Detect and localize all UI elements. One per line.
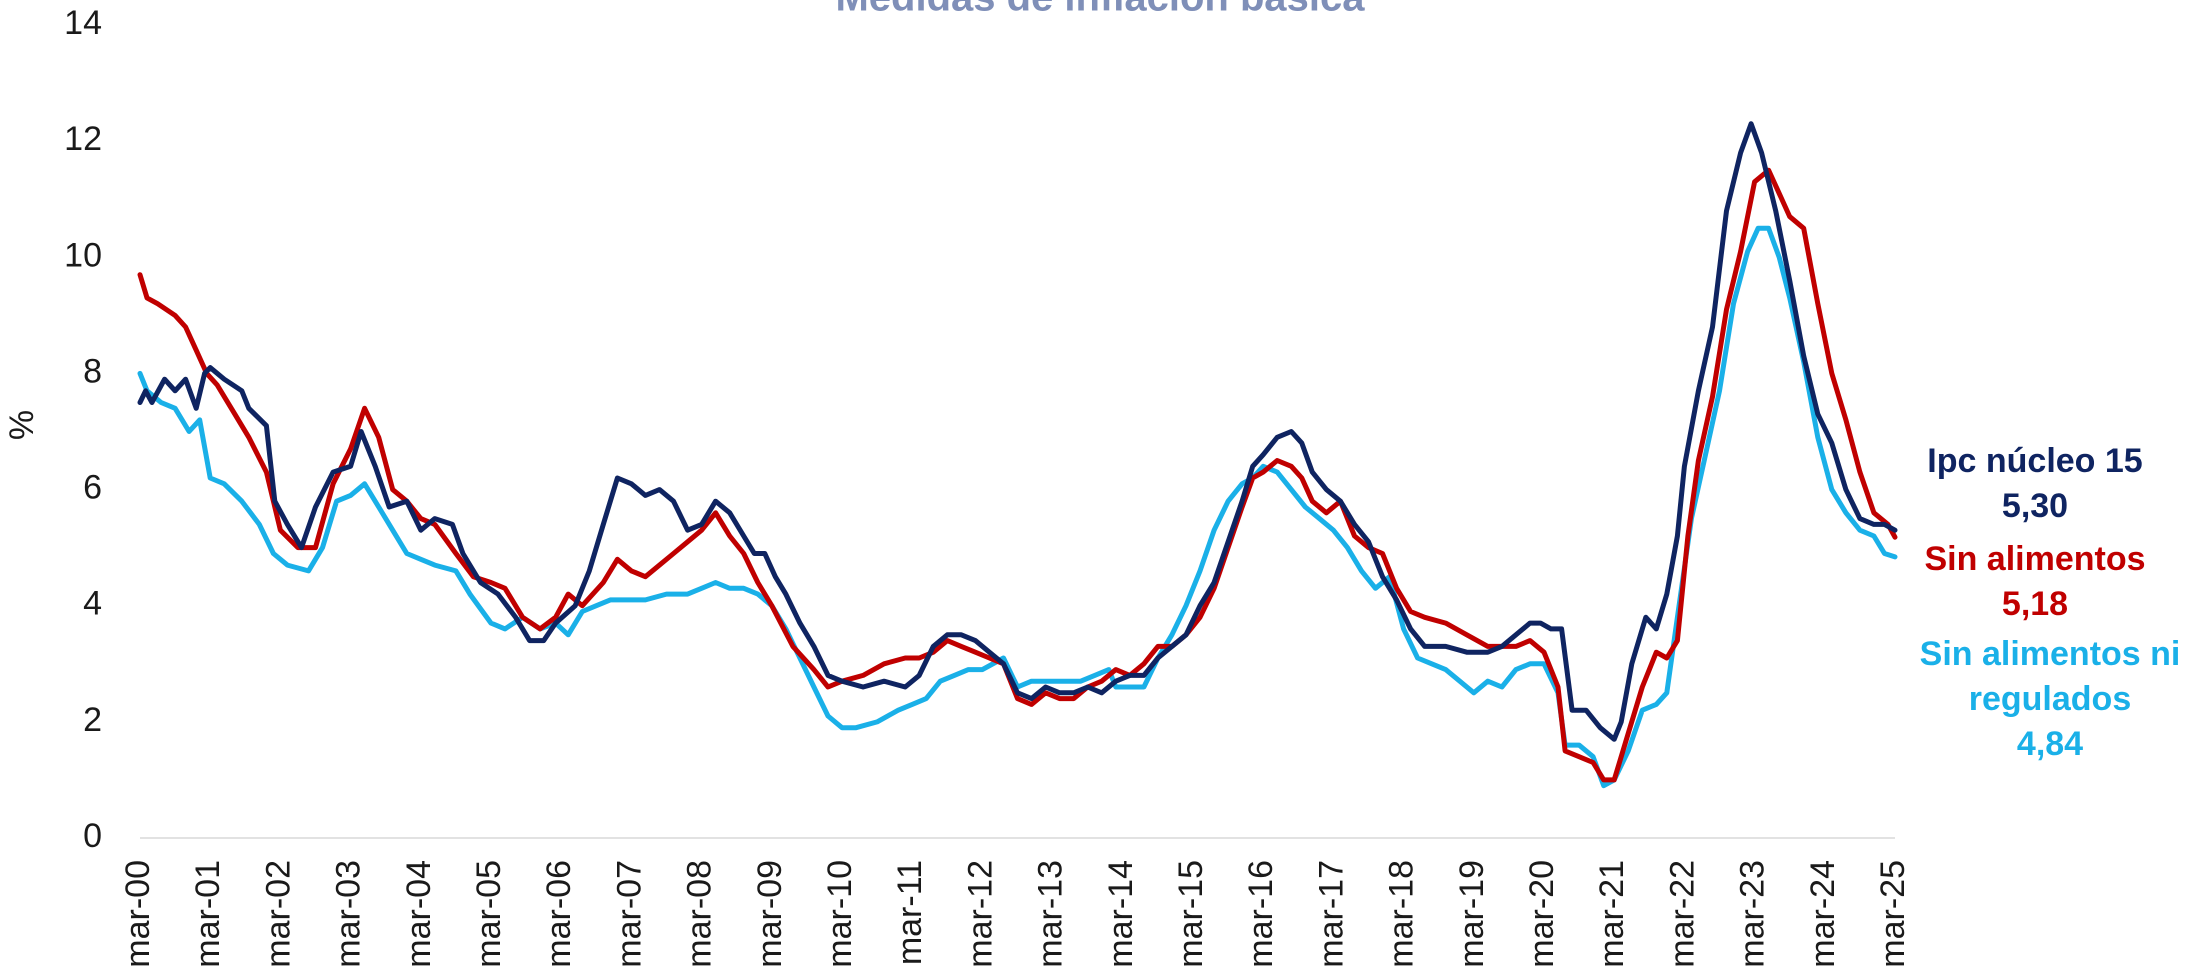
x-tick-label: mar-14 [1102, 860, 1140, 968]
series-line-2 [137, 225, 1898, 789]
x-tick-label: mar-01 [189, 860, 227, 968]
y-tick-label: 0 [83, 817, 102, 855]
x-tick-label: mar-08 [681, 860, 719, 968]
x-tick-label: mar-18 [1383, 860, 1421, 968]
end-label-series-0: Ipc núcleo 15 [1927, 442, 2142, 480]
x-tick-label: mar-23 [1734, 860, 1772, 968]
y-axis-ticks: 0 2 4 6 8 10 12 14 [64, 4, 102, 855]
y-tick-label: 2 [83, 701, 102, 739]
end-label-series-1: 5,18 [2002, 585, 2068, 623]
x-tick-label: mar-19 [1453, 860, 1491, 968]
x-tick-label: mar-06 [540, 860, 578, 968]
end-labels: Ipc núcleo 15 5,30 Sin alimentos 5,18 Sin al… [1920, 442, 2181, 763]
x-tick-label: mar-07 [610, 860, 648, 968]
end-label-series-2: regulados [1969, 680, 2131, 718]
x-tick-label: mar-21 [1593, 860, 1631, 968]
x-tick-label: mar-22 [1663, 860, 1701, 968]
x-axis-ticks: mar-00 mar-01 mar-02 mar-03 mar-04 mar-05 mar-… [119, 860, 1912, 968]
y-axis-label: % [3, 410, 41, 440]
y-tick-label: 14 [64, 4, 102, 42]
x-tick-label: mar-16 [1242, 860, 1280, 968]
x-tick-label: mar-20 [1523, 860, 1561, 968]
end-label-series-1: Sin alimentos [1924, 540, 2145, 578]
x-tick-label: mar-25 [1874, 860, 1912, 968]
y-tick-label: 12 [64, 120, 102, 158]
x-tick-label: mar-00 [119, 860, 157, 968]
chart-title: Medidas de inflación básica [835, 0, 1365, 20]
x-tick-label: mar-10 [821, 860, 859, 968]
x-tick-label: mar-02 [259, 860, 297, 968]
x-tick-label: mar-24 [1804, 860, 1842, 968]
y-tick-label: 6 [83, 469, 102, 507]
x-tick-label: mar-05 [470, 860, 508, 968]
end-label-series-2: Sin alimentos ni [1920, 635, 2181, 673]
x-tick-label: mar-12 [961, 860, 999, 968]
series-line-0 [137, 121, 1898, 742]
x-tick-label: mar-04 [400, 860, 438, 968]
y-tick-label: 8 [83, 352, 102, 390]
y-tick-label: 10 [64, 236, 102, 274]
x-tick-label: mar-17 [1312, 860, 1350, 968]
x-tick-label: mar-09 [751, 860, 789, 968]
x-tick-label: mar-03 [330, 860, 368, 968]
y-tick-label: 4 [83, 585, 102, 623]
end-label-series-2: 4,84 [2017, 725, 2083, 763]
series-lines [137, 121, 1898, 789]
end-label-series-0: 5,30 [2002, 487, 2068, 525]
x-tick-label: mar-11 [891, 860, 929, 965]
x-tick-label: mar-15 [1172, 860, 1210, 968]
x-tick-label: mar-13 [1032, 860, 1070, 968]
